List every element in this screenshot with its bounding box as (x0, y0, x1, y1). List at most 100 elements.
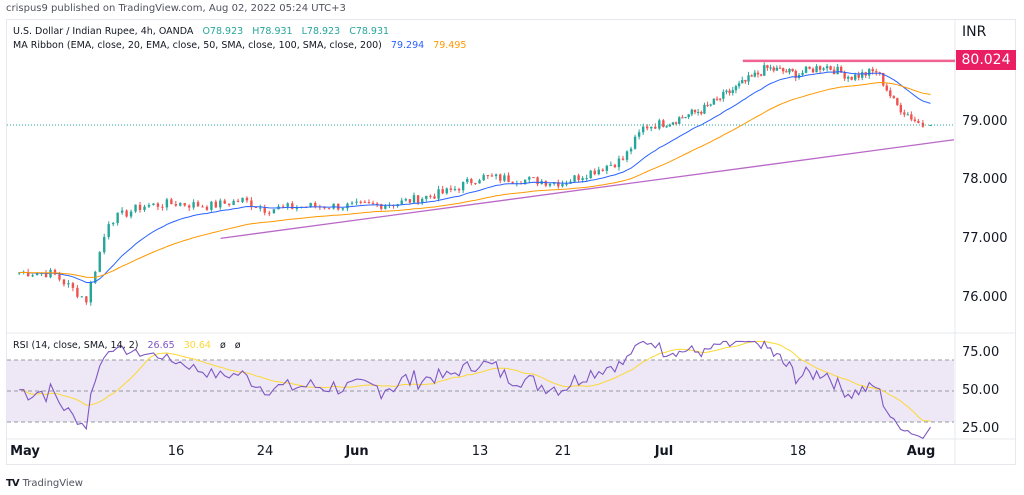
candle-body[interactable] (785, 71, 788, 73)
candle-body[interactable] (227, 203, 231, 206)
candle-body[interactable] (400, 200, 403, 205)
candle-body[interactable] (825, 66, 829, 69)
candle-body[interactable] (205, 206, 209, 210)
candle-body[interactable] (637, 132, 641, 137)
candle-body[interactable] (744, 80, 747, 82)
candle-body[interactable] (457, 188, 461, 191)
candle-body[interactable] (103, 237, 106, 253)
candle-body[interactable] (192, 202, 195, 208)
candle-body[interactable] (76, 287, 79, 297)
candle-body[interactable] (350, 202, 354, 204)
candle-body[interactable] (71, 283, 75, 288)
candle-body[interactable] (291, 203, 294, 209)
candle-body[interactable] (120, 210, 124, 213)
candle-body[interactable] (706, 104, 709, 106)
candle-body[interactable] (811, 68, 815, 73)
candle-body[interactable] (665, 126, 668, 128)
candle-body[interactable] (359, 201, 362, 203)
candle-body[interactable] (769, 67, 772, 69)
candle-body[interactable] (687, 114, 690, 118)
candle-body[interactable] (268, 212, 271, 214)
candle-body[interactable] (259, 207, 262, 209)
candle-body[interactable] (654, 126, 657, 129)
candle-body[interactable] (658, 120, 661, 129)
candle-body[interactable] (295, 207, 299, 209)
candle-body[interactable] (165, 199, 169, 208)
candle-body[interactable] (250, 200, 253, 208)
candle-body[interactable] (804, 66, 808, 73)
candle-body[interactable] (772, 67, 775, 71)
candle-body[interactable] (532, 177, 535, 179)
candle-body[interactable] (715, 98, 719, 100)
candle-body[interactable] (696, 111, 700, 113)
candle-body[interactable] (861, 72, 864, 78)
candle-body[interactable] (700, 111, 703, 114)
candle-body[interactable] (332, 203, 335, 209)
candle-body[interactable] (734, 86, 738, 91)
candle-body[interactable] (781, 68, 785, 72)
candle-body[interactable] (645, 126, 649, 129)
candle-body[interactable] (593, 170, 596, 175)
candle-body[interactable] (678, 117, 681, 124)
candle-body[interactable] (346, 203, 349, 209)
candle-body[interactable] (892, 96, 895, 99)
candle-body[interactable] (896, 98, 899, 105)
candle-body[interactable] (281, 206, 285, 208)
candle-body[interactable] (143, 206, 146, 211)
candle-body[interactable] (650, 126, 653, 129)
candle-body[interactable] (511, 181, 514, 184)
candle-body[interactable] (778, 67, 782, 69)
candle-body[interactable] (187, 205, 191, 208)
candle-body[interactable] (528, 177, 531, 180)
candle-body[interactable] (111, 223, 115, 225)
candle-body[interactable] (853, 74, 857, 80)
candle-body[interactable] (801, 72, 804, 75)
candle-body[interactable] (408, 199, 412, 203)
candle-body[interactable] (445, 188, 448, 194)
candle-body[interactable] (263, 207, 266, 213)
candle-body[interactable] (174, 204, 178, 206)
candle-body[interactable] (53, 269, 57, 275)
candle-body[interactable] (384, 205, 387, 209)
candle-body[interactable] (371, 202, 375, 204)
candle-body[interactable] (625, 151, 629, 160)
candle-body[interactable] (380, 204, 383, 209)
candle-body[interactable] (341, 208, 345, 210)
candle-body[interactable] (429, 195, 432, 197)
candle-body[interactable] (433, 196, 436, 199)
candle-body[interactable] (404, 199, 408, 201)
candle-body[interactable] (763, 65, 766, 76)
candle-body[interactable] (703, 104, 706, 114)
candle-body[interactable] (272, 209, 276, 213)
candle-body[interactable] (156, 203, 160, 207)
candle-body[interactable] (58, 274, 61, 280)
candle-body[interactable] (747, 75, 750, 82)
candle-body[interactable] (629, 148, 633, 152)
candle-body[interactable] (671, 122, 675, 125)
candle-body[interactable] (129, 211, 133, 217)
candle-body[interactable] (913, 119, 917, 121)
candle-body[interactable] (857, 74, 860, 78)
candle-body[interactable] (466, 179, 469, 183)
candle-body[interactable] (668, 124, 671, 127)
candle-body[interactable] (494, 174, 498, 177)
candle-body[interactable] (899, 104, 903, 113)
candle-body[interactable] (367, 202, 371, 204)
candle-body[interactable] (759, 74, 763, 76)
candle-body[interactable] (605, 165, 609, 171)
candle-body[interactable] (44, 273, 48, 278)
candle-body[interactable] (868, 69, 871, 76)
candle-body[interactable] (223, 200, 226, 204)
candle-body[interactable] (170, 199, 173, 205)
candle-body[interactable] (548, 183, 552, 186)
candle-body[interactable] (641, 126, 645, 133)
candle-body[interactable] (903, 112, 906, 115)
candle-body[interactable] (613, 164, 617, 168)
candle-body[interactable] (929, 125, 932, 127)
candle-body[interactable] (107, 224, 110, 238)
candle-body[interactable] (214, 201, 218, 208)
candle-body[interactable] (577, 175, 580, 180)
candle-body[interactable] (482, 175, 485, 181)
candle-body[interactable] (910, 114, 913, 120)
